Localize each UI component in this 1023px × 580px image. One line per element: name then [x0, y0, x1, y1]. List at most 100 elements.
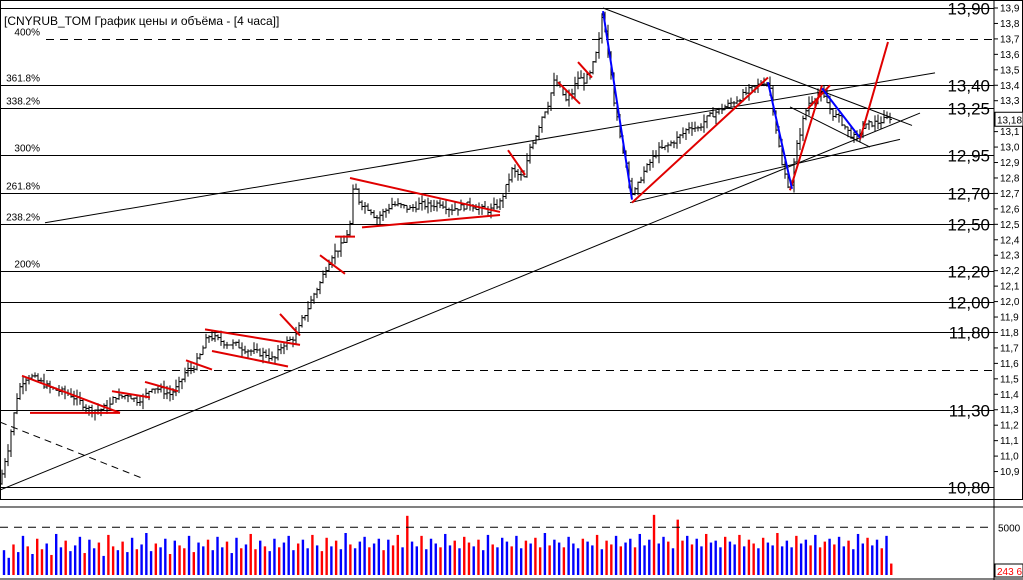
price-bar: [21, 376, 25, 395]
y-tick-label: 13,8: [1000, 19, 1020, 30]
red-trend-line: [631, 76, 769, 204]
red-trend-line: [144, 380, 179, 393]
price-bar: [432, 199, 436, 212]
y-tick-label: 13,9: [1000, 4, 1020, 15]
price-bar: [72, 390, 76, 406]
price-bar: [9, 429, 13, 458]
y-tick-label: 12,7: [1000, 189, 1020, 200]
price-bar: [480, 204, 484, 215]
red-trend-line: [279, 313, 301, 337]
price-bar: [681, 127, 685, 139]
black-trend-line: [602, 7, 913, 126]
price-bar: [642, 166, 646, 184]
y-tick-label: 11,5: [1000, 374, 1019, 385]
price-bar: [798, 127, 802, 151]
volume-panel: 5000 243 6: [0, 506, 1023, 580]
y-tick-label: 12,3: [1000, 251, 1020, 262]
price-panel: 400% 361.8% 338.2% 300% 261.8% 238.2% 200%: [0, 0, 1023, 500]
price-bar: [555, 75, 559, 87]
current-price-label: 13,18: [997, 115, 1022, 126]
price-bar: [498, 198, 502, 211]
price-bar: [393, 201, 397, 207]
price-bar: [423, 199, 427, 210]
price-bar: [576, 71, 580, 90]
price-bar: [735, 96, 739, 105]
price-bar: [270, 351, 274, 361]
price-bar: [264, 349, 268, 358]
price-bar: [117, 388, 121, 400]
price-bar: [237, 339, 241, 349]
price-bar: [153, 388, 157, 394]
red-trend-line: [577, 61, 593, 79]
level-label: 13,90: [947, 0, 990, 19]
price-bar: [390, 197, 394, 210]
price-bar: [399, 202, 403, 209]
blue-trend-line: [767, 81, 793, 190]
red-trend-line: [319, 254, 346, 275]
price-bar: [540, 116, 544, 133]
red-trend-line: [204, 328, 301, 346]
red-trend-line: [361, 214, 501, 229]
y-tick-label: 12,8: [1000, 173, 1020, 184]
red-trend-line: [21, 374, 121, 414]
blue-trend-line: [821, 87, 861, 139]
price-bar: [453, 202, 457, 211]
price-bar: [693, 121, 697, 132]
price-bar: [648, 159, 652, 171]
price-bar: [183, 367, 187, 383]
level-label: 12,70: [947, 185, 990, 204]
red-trend-line: [211, 350, 289, 368]
price-bar: [339, 236, 343, 257]
price-bar: [582, 72, 586, 91]
price-bar: [333, 243, 337, 265]
y-tick-label: 12,4: [1000, 235, 1020, 246]
red-trend-line: [557, 81, 581, 105]
red-trend-line: [789, 84, 823, 191]
fib-level-label: 300%: [14, 144, 40, 155]
level-label: 13,40: [947, 77, 990, 96]
price-bar: [186, 362, 190, 377]
price-bar: [273, 355, 277, 364]
level-label: 12,20: [947, 263, 990, 282]
price-bar: [579, 70, 583, 79]
price-bar: [243, 345, 247, 355]
y-tick-label: 13,5: [1000, 65, 1020, 76]
price-bar: [597, 32, 601, 59]
price-bar: [837, 112, 841, 123]
level-label: 12,50: [947, 216, 990, 235]
price-bar: [831, 108, 835, 121]
black-trend-line: [789, 106, 871, 148]
price-bar: [324, 266, 328, 278]
fib-level-label: 361.8%: [6, 74, 40, 85]
level-label: 11,80: [949, 324, 990, 343]
price-bar: [654, 150, 658, 159]
price-bar: [450, 204, 454, 216]
price-bar: [495, 199, 499, 210]
price-bar: [360, 200, 364, 211]
price-frame: [0, 0, 1023, 500]
price-bar: [747, 83, 751, 101]
fib-level-label: 238.2%: [6, 213, 40, 224]
price-bar: [255, 343, 259, 354]
level-label: 11,30: [949, 402, 990, 421]
price-bar: [669, 140, 673, 147]
price-bar: [276, 345, 280, 361]
y-tick-label: 11,8: [1000, 328, 1019, 339]
price-bar: [876, 114, 880, 130]
price-bar: [702, 114, 706, 133]
price-bar: [426, 197, 430, 214]
fib-level-label: 338.2%: [6, 97, 40, 108]
price-bar: [414, 201, 418, 213]
y-tick-label: 13,3: [1000, 96, 1020, 107]
price-bar: [396, 198, 400, 207]
fib-level-label: 400%: [14, 28, 40, 39]
red-trend-line: [111, 390, 151, 399]
y-tick-label: 11,2: [1000, 421, 1019, 432]
price-bar: [882, 110, 886, 124]
price-bar: [33, 372, 37, 378]
volume-tick-label: 5000: [998, 523, 1021, 534]
fib-level-label: 200%: [14, 260, 40, 271]
price-bar: [873, 115, 877, 132]
price-bar: [384, 208, 388, 218]
price-bar: [657, 142, 661, 164]
